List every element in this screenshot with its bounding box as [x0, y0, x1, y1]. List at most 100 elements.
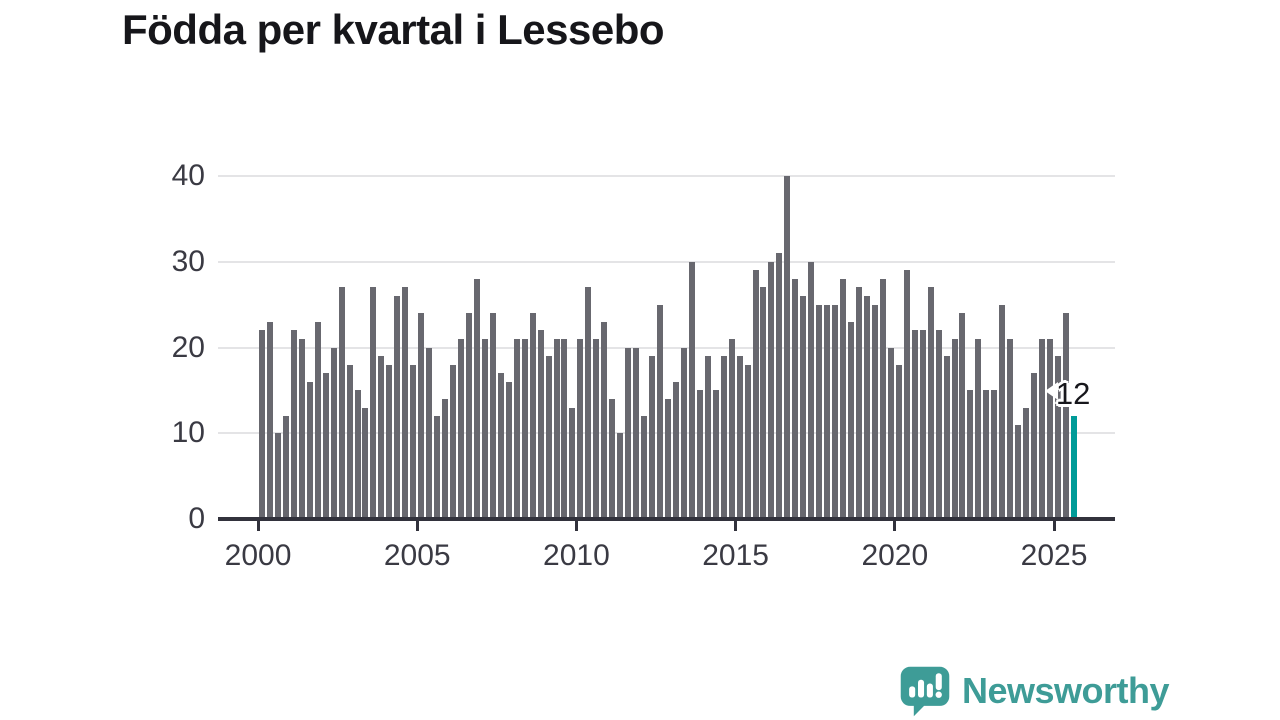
bar-2022-q4 [983, 390, 990, 519]
bar-2018-q1 [832, 304, 839, 519]
bar-2014-q4 [728, 338, 735, 519]
bar-2019-q1 [863, 296, 870, 519]
bar-2016-q4 [792, 278, 799, 519]
bar-2000-q1 [259, 330, 265, 519]
bar-2003-q2 [362, 407, 369, 519]
bar-2004-q1 [386, 364, 393, 519]
bar-2004-q2 [394, 296, 401, 519]
bar-2025-q2 [1062, 313, 1069, 519]
bar-2025-q1 [1055, 356, 1061, 519]
x-axis-line [218, 517, 1115, 521]
bar-2007-q2 [489, 313, 496, 519]
bar-2010-q2 [585, 287, 592, 519]
bar-2016-q3 [784, 176, 791, 519]
x-tick-label-2025: 2025 [1020, 539, 1088, 572]
bar-2020-q3 [911, 330, 918, 519]
bar-2010-q4 [601, 321, 608, 519]
bar-2018-q4 [856, 287, 862, 519]
bar-2023-q4 [1015, 424, 1022, 519]
bar-2022-q3 [975, 338, 982, 519]
brand-name: Newsworthy [962, 670, 1170, 711]
bar-2007-q4 [505, 381, 512, 519]
bar-2006-q3 [465, 313, 472, 519]
bar-2001-q4 [314, 321, 321, 519]
newsworthy-logo: Newsworthy [898, 663, 1170, 719]
bar-2021-q1 [927, 287, 934, 519]
bar-2003-q4 [378, 356, 385, 519]
bar-2008-q1 [513, 338, 520, 519]
bar-2003-q1 [354, 390, 361, 519]
bar-2011-q2 [617, 433, 624, 519]
bar-2015-q3 [752, 270, 759, 519]
bar-2017-q3 [816, 304, 823, 519]
bar-2019-q2 [871, 304, 878, 519]
bar-2013-q2 [680, 347, 687, 519]
x-tick-label-2020: 2020 [861, 539, 929, 572]
bar-2024-q4 [1047, 338, 1054, 519]
gridline-y-40 [218, 175, 1115, 177]
bar-2015-q1 [736, 356, 743, 519]
y-tick-label-10: 10 [171, 416, 205, 450]
bar-2014-q1 [704, 356, 711, 519]
bar-2016-q1 [768, 261, 775, 519]
bar-2015-q2 [744, 364, 751, 519]
bar-2008-q4 [537, 330, 544, 519]
bar-2012-q4 [664, 398, 671, 519]
bar-2005-q3 [434, 416, 441, 519]
bar-2008-q2 [521, 338, 528, 519]
bar-2025-q3 [1070, 416, 1077, 519]
bar-2014-q2 [712, 390, 719, 519]
bar-2023-q3 [1007, 338, 1014, 519]
bar-2004-q4 [410, 364, 417, 519]
x-axis-tick-2010 [574, 521, 578, 531]
bar-2012-q3 [657, 304, 663, 519]
gridline-y-20 [218, 346, 1115, 349]
bar-2002-q3 [338, 287, 345, 519]
bar-2022-q2 [967, 390, 974, 519]
bar-2020-q1 [895, 364, 902, 519]
bar-2019-q4 [887, 347, 894, 519]
x-axis-tick-2015 [734, 521, 738, 531]
bar-2014-q3 [720, 356, 727, 519]
bar-2013-q1 [672, 381, 679, 519]
x-axis-tick-2005 [415, 521, 419, 531]
bar-2002-q1 [322, 373, 329, 519]
gridline-y-30 [218, 260, 1115, 263]
bar-2015-q4 [760, 287, 767, 519]
bar-2024-q2 [1031, 373, 1038, 519]
bar-2017-q1 [800, 296, 807, 519]
bar-2003-q3 [370, 287, 377, 519]
bar-2009-q1 [545, 356, 552, 519]
bar-2001-q1 [290, 330, 297, 519]
bar-2018-q3 [848, 321, 855, 519]
bar-2011-q1 [609, 398, 616, 519]
last-value-label: 12 [1055, 376, 1091, 412]
bar-2002-q4 [346, 364, 353, 519]
y-tick-label-0: 0 [188, 502, 205, 535]
bar-2018-q2 [840, 278, 847, 519]
bar-2001-q3 [306, 381, 313, 519]
x-tick-label-2015: 2015 [702, 539, 769, 572]
bar-2007-q1 [481, 338, 488, 519]
bar-2000-q4 [282, 416, 289, 519]
bar-2009-q2 [553, 338, 560, 519]
bar-2011-q3 [625, 347, 632, 519]
x-axis-tick-2025 [1052, 521, 1056, 531]
bar-2009-q3 [561, 338, 568, 519]
bar-chart-speech-bubble-icon [898, 663, 952, 719]
bar-2021-q4 [951, 338, 958, 519]
bar-2019-q3 [879, 278, 886, 519]
annotation-tail [1044, 382, 1058, 401]
bar-2005-q2 [426, 347, 433, 519]
bar-2016-q2 [776, 253, 783, 519]
bar-2006-q2 [458, 338, 464, 519]
bar-2023-q1 [991, 390, 998, 519]
bar-2022-q1 [959, 313, 966, 519]
bar-2010-q1 [577, 338, 584, 519]
bar-2012-q1 [641, 416, 648, 519]
bar-2001-q2 [298, 338, 305, 519]
bar-2009-q4 [569, 407, 576, 519]
bar-2017-q2 [808, 261, 815, 519]
bar-2008-q3 [529, 313, 536, 519]
